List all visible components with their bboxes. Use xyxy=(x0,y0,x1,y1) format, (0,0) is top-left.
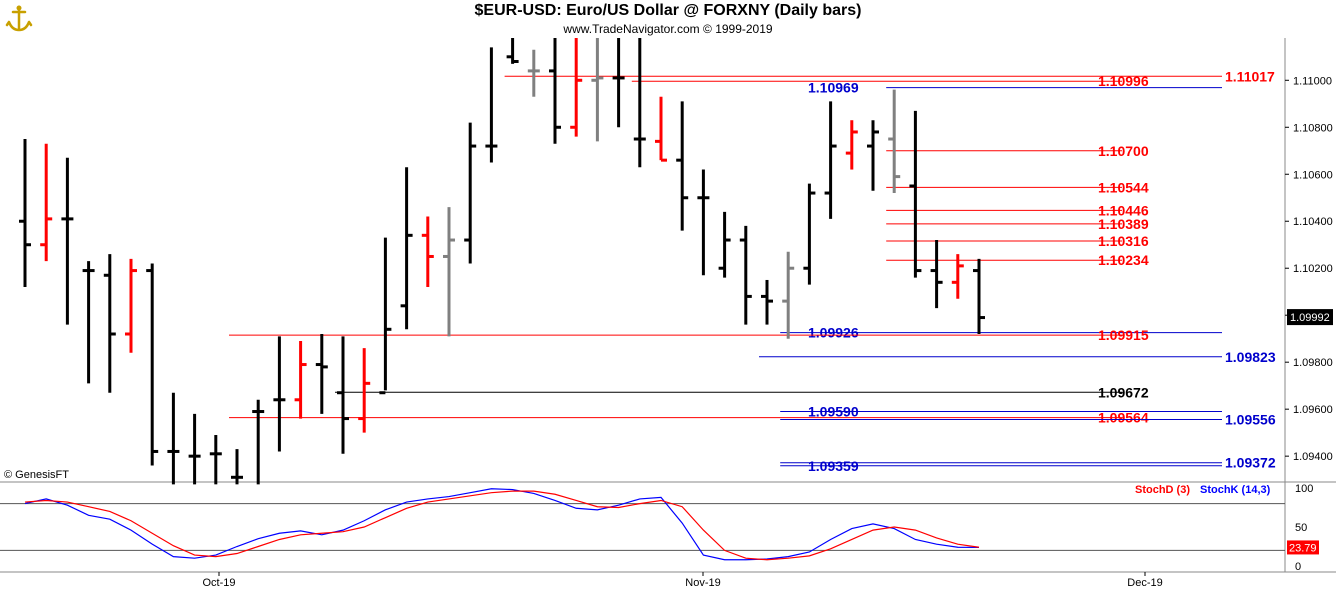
level-label-1: 1.10996 xyxy=(1098,73,1149,89)
price-bar-10 xyxy=(231,449,243,485)
stochastic-panel: 100 50 0 StochD (3) StochK (14,3) 23.79 xyxy=(0,483,1319,573)
level-label-7: 1.10316 xyxy=(1098,233,1149,249)
price-levels: 1.11017 1.10996 1.10969 1.10700 1.10544 1.104… xyxy=(229,68,1276,474)
price-bar-19 xyxy=(421,216,434,288)
level-label-0: 1.11017 xyxy=(1225,68,1275,84)
price-bar-14 xyxy=(315,334,328,414)
price-bar-38 xyxy=(824,101,837,219)
last-price-box xyxy=(1287,309,1333,326)
price-bar-25 xyxy=(549,38,561,144)
level-label-5: 1.10446 xyxy=(1098,202,1149,218)
price-bar-30 xyxy=(655,96,667,162)
price-bar-31 xyxy=(676,101,689,231)
price-bar-7 xyxy=(167,392,180,485)
level-label-4: 1.10544 xyxy=(1098,179,1149,195)
level-label-13: 1.09590 xyxy=(808,404,859,420)
price-bar-23 xyxy=(506,38,519,64)
price-bar-18 xyxy=(400,167,413,330)
x-tick-label: Dec-19 xyxy=(1127,577,1162,589)
level-label-14: 1.09564 xyxy=(1098,410,1149,426)
price-bar-0 xyxy=(19,139,31,288)
last-price-label: 1.09992 xyxy=(1290,312,1330,324)
price-bar-42 xyxy=(909,110,922,278)
y-tick-label: 1.09600 xyxy=(1293,404,1333,416)
legend-stochk: StochK (14,3) xyxy=(1200,484,1271,496)
price-bar-26 xyxy=(570,38,583,137)
y-tick-label: 1.09800 xyxy=(1293,357,1333,369)
level-label-17: 1.09359 xyxy=(808,458,859,474)
price-bar-13 xyxy=(294,341,307,419)
price-bar-28 xyxy=(612,38,625,128)
price-bar-15 xyxy=(337,336,349,454)
price-bar-3 xyxy=(82,261,95,384)
level-label-2: 1.10969 xyxy=(808,80,859,96)
stoch-last-box xyxy=(1287,540,1319,555)
price-bar-40 xyxy=(867,120,879,191)
level-label-8: 1.10234 xyxy=(1098,252,1149,268)
price-bar-2 xyxy=(61,157,74,325)
price-bar-21 xyxy=(464,122,477,264)
price-bar-45 xyxy=(973,258,985,334)
stoch-last-label: 23.79 xyxy=(1289,542,1317,554)
panel-frames xyxy=(0,38,1336,573)
y-tick-label: 1.10200 xyxy=(1293,263,1333,275)
price-bar-44 xyxy=(951,254,964,299)
price-bar-22 xyxy=(485,47,498,163)
price-bar-32 xyxy=(697,169,710,276)
price-axis: 1.110001.108001.106001.104001.102001.100… xyxy=(1285,75,1333,463)
price-bar-33 xyxy=(718,211,731,278)
price-bar-36 xyxy=(782,251,795,339)
level-label-15: 1.09556 xyxy=(1225,412,1276,428)
price-bar-9 xyxy=(209,435,222,485)
price-bar-6 xyxy=(146,263,159,466)
price-bar-20 xyxy=(443,207,455,337)
price-bar-39 xyxy=(845,120,858,170)
time-axis: Oct-19 Nov-19 Dec-19 xyxy=(202,572,1163,589)
y-tick-label: 1.10800 xyxy=(1293,122,1333,134)
level-label-10: 1.09915 xyxy=(1098,327,1149,343)
y-tick-label: 1.09400 xyxy=(1293,451,1333,463)
x-tick-label: Nov-19 xyxy=(685,577,720,589)
price-bar-24 xyxy=(527,49,540,97)
axis-background xyxy=(1285,38,1336,572)
y-tick-label: 1.10600 xyxy=(1293,169,1333,181)
price-bar-8 xyxy=(188,413,201,485)
price-bar-35 xyxy=(761,279,773,325)
legend-stochd: StochD (3) xyxy=(1135,484,1190,496)
x-tick-label: Oct-19 xyxy=(202,577,235,589)
stoch-tick-label: 0 xyxy=(1295,561,1301,573)
stoch-series-1 xyxy=(24,490,980,561)
anchor-logo-icon xyxy=(4,4,34,34)
price-bar-17 xyxy=(379,237,392,395)
chart-title: $EUR-USD: Euro/US Dollar @ FORXNY (Daily… xyxy=(474,2,862,19)
chart-subtitle: www.TradeNavigator.com © 1999-2019 xyxy=(563,22,773,36)
level-label-11: 1.09823 xyxy=(1225,349,1276,365)
price-bar-34 xyxy=(739,225,752,325)
stoch-tick-label: 50 xyxy=(1295,522,1307,534)
price-bar-43 xyxy=(930,240,943,309)
level-label-12: 1.09672 xyxy=(1098,384,1149,400)
y-tick-label: 1.10400 xyxy=(1293,216,1333,228)
price-bar-16 xyxy=(358,348,371,433)
chart-header: $EUR-USD: Euro/US Dollar @ FORXNY (Daily… xyxy=(0,0,1336,38)
stoch-tick-label: 100 xyxy=(1295,483,1313,495)
level-label-9: 1.09926 xyxy=(808,325,859,341)
price-bar-41 xyxy=(888,89,901,194)
data-credit: © GenesisFT xyxy=(4,469,69,481)
price-bars xyxy=(19,38,985,485)
price-bar-37 xyxy=(803,183,816,285)
y-tick-label: 1.11000 xyxy=(1293,75,1332,87)
level-label-3: 1.10700 xyxy=(1098,143,1149,159)
price-bar-1 xyxy=(40,143,53,262)
level-label-16: 1.09372 xyxy=(1225,455,1276,471)
price-bar-27 xyxy=(591,38,604,142)
price-bar-4 xyxy=(103,254,116,393)
price-bar-12 xyxy=(273,336,286,452)
stoch-series-0 xyxy=(24,488,980,561)
price-bar-5 xyxy=(125,258,137,353)
level-label-6: 1.10389 xyxy=(1098,216,1149,232)
price-bar-29 xyxy=(633,38,646,168)
price-bar-11 xyxy=(252,399,265,485)
